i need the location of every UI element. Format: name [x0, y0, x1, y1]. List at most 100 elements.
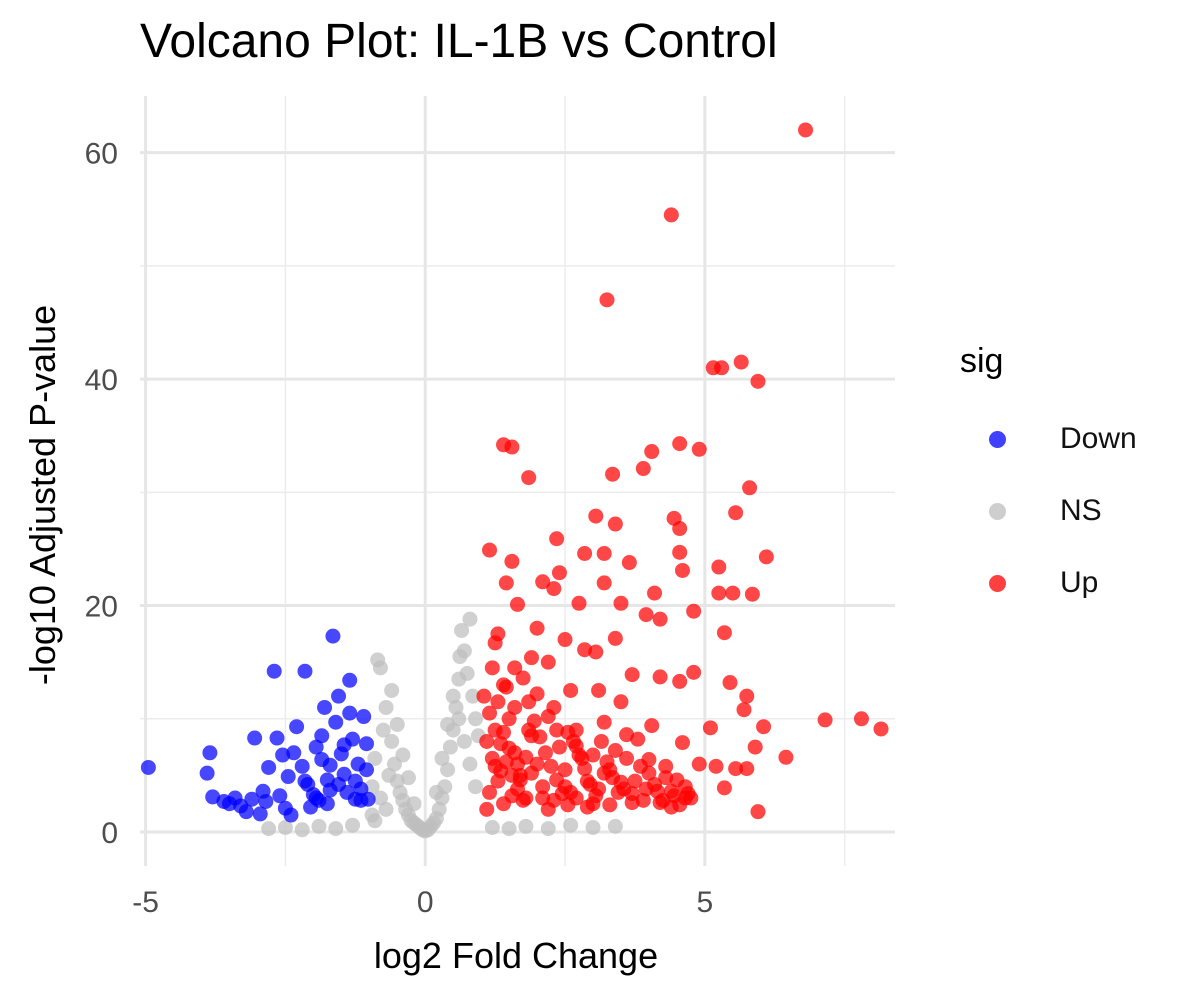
- point-up: [605, 466, 621, 482]
- point-up: [663, 783, 679, 799]
- point-down: [244, 791, 260, 807]
- point-ns: [484, 820, 500, 835]
- point-up: [674, 562, 690, 578]
- point-up: [750, 804, 766, 820]
- point-up: [613, 595, 629, 611]
- point-down: [308, 739, 324, 755]
- point-up: [571, 595, 587, 611]
- point-up: [568, 738, 584, 754]
- y-axis-label: -log10 Adjusted P-value: [22, 305, 63, 685]
- point-up: [535, 790, 551, 806]
- point-up: [873, 721, 889, 737]
- point-up: [596, 575, 612, 591]
- point-up: [672, 521, 688, 537]
- point-ns: [607, 818, 623, 834]
- point-down: [140, 759, 156, 775]
- point-up: [725, 585, 741, 601]
- point-up: [482, 705, 498, 721]
- point-up: [750, 373, 766, 389]
- point-ns: [294, 822, 310, 838]
- point-up: [607, 743, 623, 758]
- point-ns: [585, 820, 601, 835]
- x-tick-label: 5: [697, 886, 714, 919]
- point-up: [663, 799, 679, 815]
- point-up: [722, 675, 738, 691]
- legend-swatch-down: [989, 430, 1006, 448]
- point-up: [490, 694, 506, 710]
- point-up: [736, 702, 752, 718]
- point-up: [551, 565, 567, 581]
- point-up: [560, 724, 576, 740]
- point-up: [507, 660, 523, 676]
- point-up: [711, 585, 727, 601]
- point-up: [669, 772, 685, 788]
- point-ns: [381, 767, 397, 783]
- point-ns: [440, 762, 456, 778]
- point-up: [658, 758, 674, 774]
- point-up: [510, 596, 525, 612]
- point-up: [613, 774, 629, 790]
- point-up: [596, 545, 612, 561]
- point-up: [512, 772, 528, 788]
- point-ns: [311, 818, 327, 834]
- point-down: [303, 799, 319, 815]
- point-down: [297, 663, 313, 679]
- point-down: [252, 806, 268, 822]
- point-up: [535, 779, 551, 795]
- point-ns: [389, 716, 405, 732]
- point-down: [280, 769, 296, 785]
- point-up: [728, 761, 744, 777]
- point-up: [507, 699, 523, 715]
- point-up: [647, 585, 663, 601]
- point-down: [317, 699, 333, 715]
- point-up: [635, 792, 651, 808]
- point-ns: [456, 643, 472, 659]
- legend-label-down: Down: [1060, 422, 1137, 455]
- y-tick-label: 20: [85, 591, 118, 624]
- point-up: [635, 461, 651, 477]
- point-ns: [372, 790, 388, 806]
- point-up: [686, 664, 702, 680]
- point-up: [708, 758, 724, 774]
- point-ns: [459, 666, 475, 681]
- point-up: [630, 731, 646, 747]
- point-down: [353, 781, 369, 797]
- point-down: [283, 807, 299, 823]
- point-up: [613, 694, 629, 710]
- point-up: [557, 762, 573, 778]
- point-up: [529, 686, 545, 702]
- point-up: [728, 505, 744, 521]
- point-ns: [364, 779, 380, 795]
- point-up: [585, 747, 601, 763]
- point-down: [227, 790, 243, 806]
- point-up: [577, 761, 593, 777]
- point-ns: [367, 750, 383, 766]
- legend-item-ns: NS: [960, 475, 1137, 547]
- point-up: [479, 733, 495, 749]
- point-down: [331, 688, 347, 704]
- point-up: [482, 784, 498, 800]
- point-up: [504, 439, 520, 455]
- point-ns: [328, 821, 344, 837]
- point-down: [342, 705, 358, 721]
- point-ns: [456, 733, 472, 749]
- point-up: [577, 545, 593, 561]
- point-up: [602, 797, 618, 813]
- axis-ticks: -5 0 5 0 20 40 60: [85, 138, 714, 919]
- point-up: [686, 603, 702, 619]
- point-up: [599, 754, 615, 770]
- legend-title: sig: [960, 342, 1004, 380]
- point-down: [359, 762, 374, 778]
- point-up: [504, 788, 520, 804]
- point-up: [549, 722, 565, 738]
- point-up: [487, 635, 503, 651]
- point-up: [638, 781, 654, 797]
- point-ns: [462, 611, 478, 627]
- point-up: [716, 625, 732, 641]
- point-up: [591, 781, 607, 797]
- point-up: [529, 620, 545, 636]
- point-ns: [501, 821, 517, 837]
- point-up: [817, 712, 833, 728]
- point-down: [269, 730, 285, 746]
- point-ns: [454, 622, 470, 638]
